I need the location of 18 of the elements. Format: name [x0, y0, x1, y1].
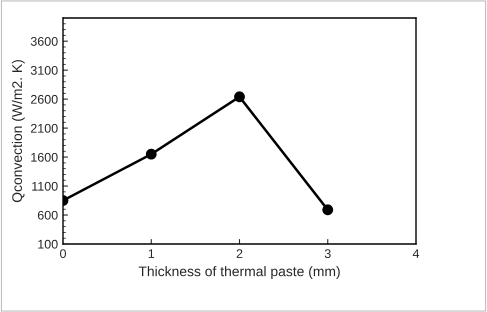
- x-axis-title: Thickness of thermal paste (mm): [138, 266, 340, 280]
- y-tick-label: 2100: [30, 124, 58, 133]
- point: [322, 204, 334, 216]
- y-tick-label: 100: [38, 240, 58, 249]
- point: [234, 91, 245, 102]
- y-tick-label: 1100: [32, 182, 58, 191]
- y-tick-label: 3600: [30, 36, 58, 46]
- y-tick-label: 600: [38, 210, 58, 220]
- y-tick-label: 1600: [31, 152, 58, 162]
- x-tick-label: 0: [60, 249, 66, 258]
- x-tick-label: 4: [412, 249, 420, 258]
- point: [146, 148, 157, 160]
- x-tick-label: 1: [148, 249, 154, 258]
- y-axis-title: Qconvection (W/m2. K): [12, 60, 25, 202]
- y-tick-label: 3100: [30, 66, 58, 75]
- y-tick-label: 2600: [30, 94, 58, 104]
- x-tick-label: 3: [324, 249, 331, 258]
- x-tick-label: 2: [236, 249, 242, 258]
